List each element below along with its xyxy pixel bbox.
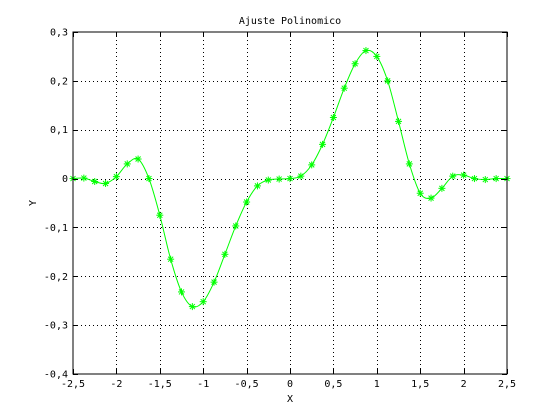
- x-tick-label: 2,5: [498, 379, 516, 390]
- x-tick-label: 0: [287, 379, 293, 390]
- chart-title: Ajuste Polinomico: [239, 16, 341, 27]
- data-point-marker: [329, 114, 337, 121]
- x-tick-label: -2,5: [61, 379, 85, 390]
- axis-ticks: -2,5 -2 -1,5 -1 -0,5 0 0,5 1 1,5 2 2,5 -0,4 -0,3 -0,2…: [44, 28, 516, 391]
- data-point-marker: [112, 173, 120, 181]
- data-point-marker: [199, 298, 207, 306]
- y-tick-label: 0: [62, 174, 68, 185]
- data-point-marker: [178, 288, 185, 296]
- data-point-marker: [210, 278, 218, 286]
- data-point-marker: [156, 211, 164, 219]
- y-tick-label: -0,4: [44, 370, 68, 381]
- data-point-marker: [188, 303, 196, 311]
- data-point-marker: [167, 255, 175, 263]
- data-point-marker: [297, 172, 305, 180]
- x-tick-label: 1,5: [411, 379, 429, 390]
- x-tick-label: 0,5: [324, 379, 342, 390]
- data-point-marker: [416, 189, 424, 197]
- data-point-marker: [232, 222, 240, 230]
- x-tick-label: -2: [110, 379, 122, 390]
- data-point-marker: [427, 194, 435, 202]
- y-tick-label: -0,1: [44, 223, 68, 234]
- y-tick-label: 0,1: [50, 125, 68, 136]
- data-point-marker: [102, 179, 110, 187]
- data-point-marker: [253, 182, 261, 190]
- x-tick-label: -1,5: [148, 379, 172, 390]
- x-tick-label: -1: [197, 379, 209, 390]
- y-axis-label: Y: [28, 200, 39, 206]
- data-point-marker: [123, 160, 131, 168]
- data-point-marker: [319, 140, 327, 148]
- y-tick-label: 0,2: [50, 76, 68, 87]
- data-point-marker: [275, 175, 283, 183]
- x-axis-label: X: [287, 394, 293, 405]
- y-tick-label: -0,3: [44, 321, 68, 332]
- x-tick-label: 1: [374, 379, 380, 390]
- data-point-marker: [243, 198, 251, 206]
- data-point-marker: [351, 60, 359, 68]
- data-point-marker: [384, 77, 392, 85]
- data-point-marker: [286, 175, 294, 183]
- data-point-marker: [221, 250, 229, 258]
- data-point-marker: [481, 176, 489, 184]
- data-point-marker: [264, 176, 272, 184]
- y-tick-label: -0,2: [44, 272, 68, 283]
- data-point-marker: [438, 184, 446, 192]
- data-point-marker: [134, 155, 142, 163]
- data-point-marker: [91, 178, 99, 185]
- data-point-marker: [362, 47, 370, 55]
- data-point-marker: [373, 52, 381, 60]
- data-point-marker: [395, 117, 402, 125]
- y-tick-label: 0,3: [50, 28, 68, 39]
- data-point-marker: [405, 160, 413, 168]
- data-point-marker: [308, 161, 316, 169]
- x-tick-label: 2: [461, 379, 467, 390]
- data-point-marker: [80, 174, 88, 182]
- data-point-marker: [470, 175, 478, 183]
- data-point-marker: [460, 171, 468, 179]
- data-point-marker: [340, 84, 348, 92]
- data-point-marker: [449, 172, 457, 180]
- data-point-marker: [145, 175, 153, 183]
- x-tick-label: -0,5: [235, 379, 259, 390]
- data-point-marker: [492, 175, 500, 183]
